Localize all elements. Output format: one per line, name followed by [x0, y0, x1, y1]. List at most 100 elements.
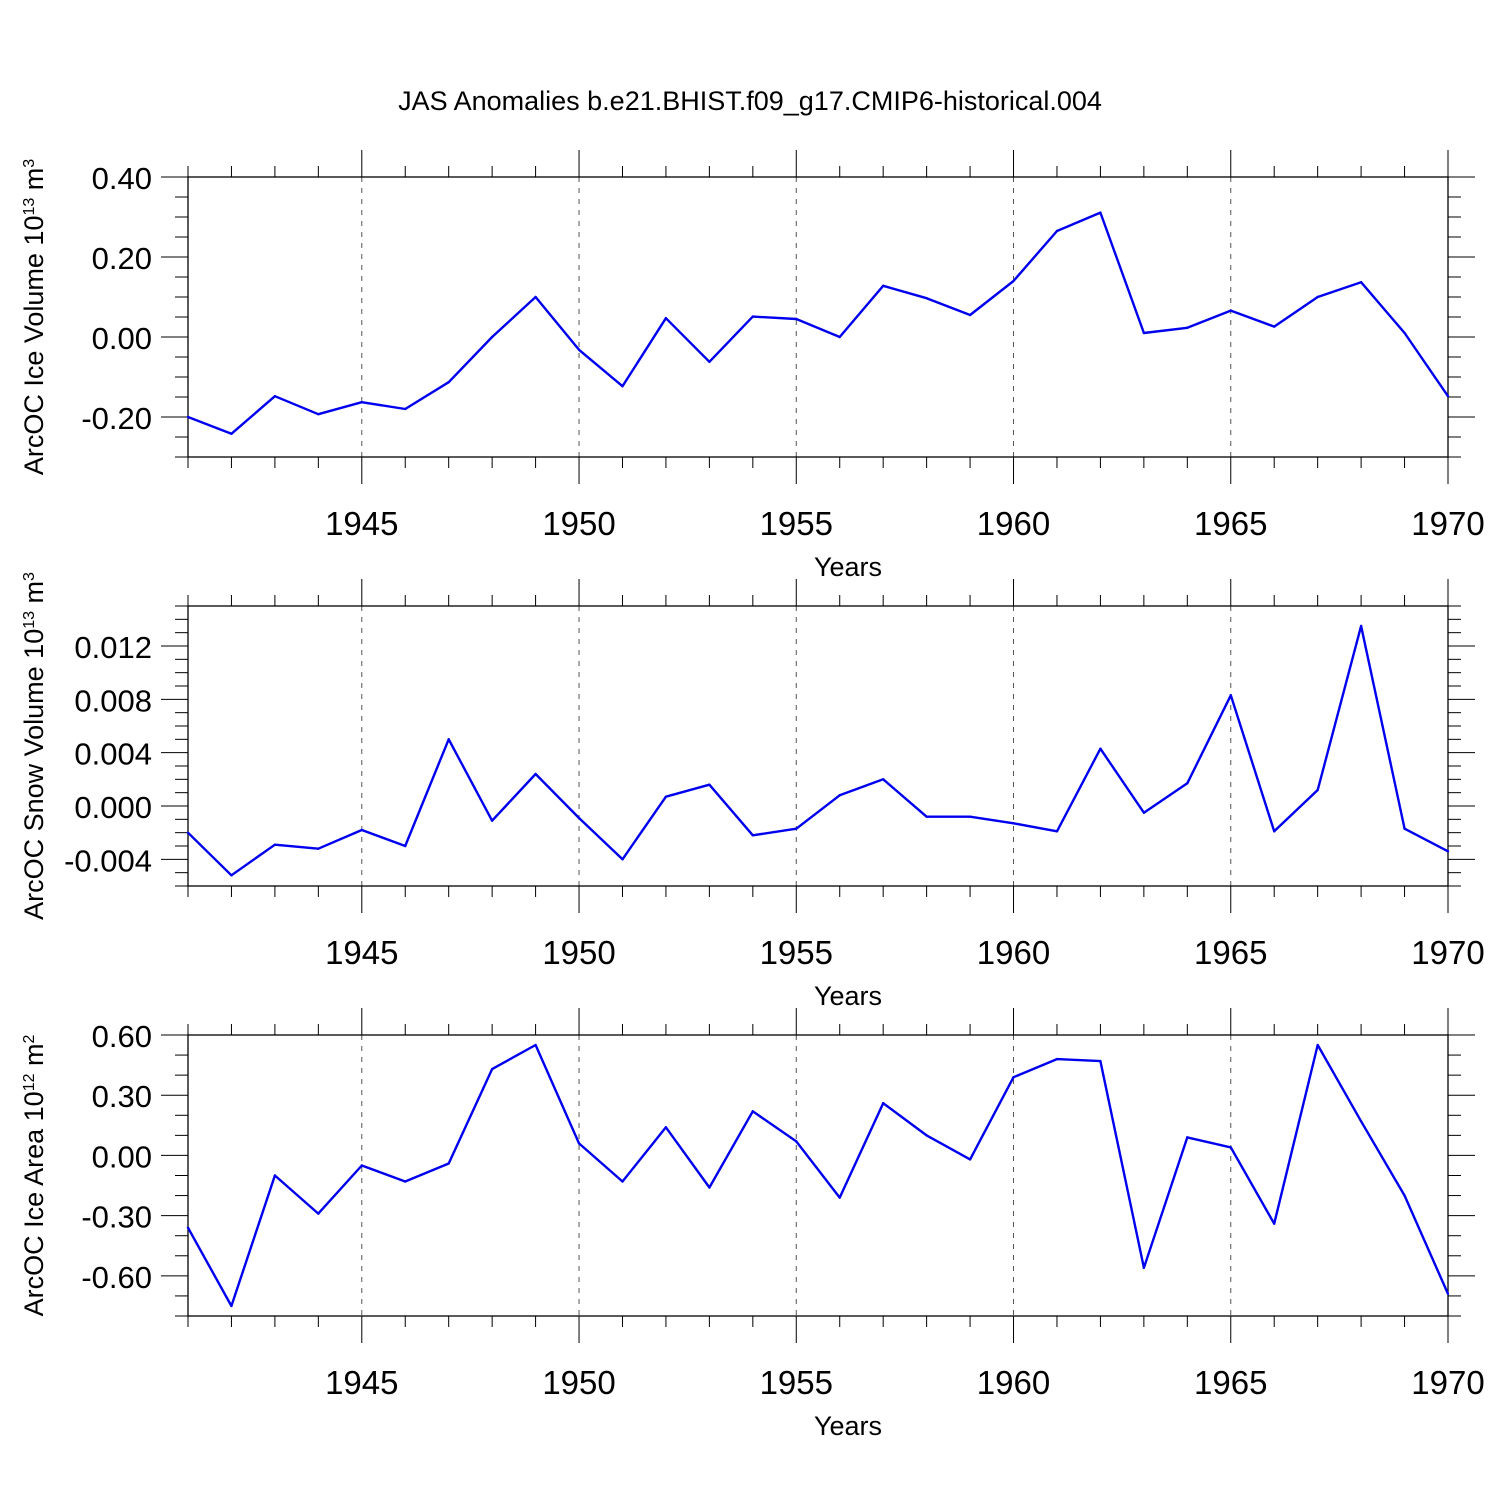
data-point — [621, 385, 624, 388]
data-point — [621, 858, 624, 861]
data-point — [838, 794, 841, 797]
x-tick-label: 1970 — [1411, 505, 1484, 542]
data-point — [968, 815, 972, 818]
x-tick-label: 1945 — [325, 1364, 398, 1401]
y-axis-label: ArcOC Ice Volume 1013 m3 — [19, 159, 49, 475]
data-point — [708, 783, 711, 786]
data-point — [925, 1134, 928, 1137]
data-point — [447, 738, 450, 741]
series-line — [187, 624, 1449, 877]
data-point — [925, 815, 928, 818]
data-point — [1186, 782, 1189, 785]
data-point — [1273, 1222, 1276, 1225]
data-point — [317, 1212, 320, 1215]
data-point — [230, 432, 233, 435]
data-point — [1403, 1194, 1406, 1197]
y-axis-label-exponent: 3 — [21, 159, 38, 168]
chart-panel-3: 1945 1950 1955 1960 1965 1970 -0.60 -0.30 0.00 0.… — [19, 1008, 1485, 1441]
y-tick-label: 0.008 — [74, 683, 152, 718]
x-tick-label: 1960 — [977, 1364, 1050, 1401]
data-point — [968, 313, 972, 317]
data-point — [1055, 1057, 1059, 1061]
data-point — [708, 1186, 711, 1189]
y-axis-label-text: ArcOC Ice Volume 10 — [19, 216, 49, 476]
plot-frame — [187, 176, 1449, 458]
x-tick-label: 1970 — [1411, 934, 1484, 971]
data-point — [490, 335, 494, 339]
data-point — [490, 819, 494, 822]
x-tick-label: 1965 — [1194, 1364, 1267, 1401]
x-tick-label: 1950 — [542, 934, 615, 971]
y-axis-label-text: m — [19, 581, 49, 611]
data-point — [490, 1067, 494, 1071]
data-point — [1359, 281, 1363, 284]
data-point — [1012, 279, 1015, 283]
data-point — [1229, 1146, 1232, 1149]
data-point — [751, 315, 755, 318]
data-point — [447, 381, 450, 384]
data-point — [968, 1158, 972, 1161]
plot-frame — [187, 605, 1449, 887]
figure-title: JAS Anomalies b.e21.BHIST.f09_g17.CMIP6-… — [398, 86, 1102, 116]
data-point — [273, 395, 277, 398]
data-point — [1359, 624, 1363, 628]
y-axis-label-exponent: 13 — [21, 198, 38, 216]
data-point — [1316, 788, 1319, 792]
y-axis-label-text: m — [19, 168, 49, 198]
data-point — [317, 847, 320, 850]
data-point — [447, 1162, 450, 1165]
data-point — [534, 772, 537, 776]
y-axis-label: ArcOC Ice Area 1012 m2 — [19, 1035, 49, 1317]
y-axis-label-text: m — [19, 1044, 49, 1074]
data-point — [1403, 827, 1406, 830]
y-tick-label: 0.30 — [92, 1079, 152, 1114]
chart-panel-2: 1945 1950 1955 1960 1965 1970 -0.004 0.000 0.004… — [19, 572, 1485, 1011]
y-tick-label: -0.60 — [81, 1260, 152, 1295]
data-point — [1142, 811, 1146, 814]
data-point — [621, 1180, 624, 1183]
data-point — [881, 778, 885, 781]
y-tick-label: -0.004 — [64, 843, 152, 878]
x-axis-label: Years — [814, 1411, 882, 1441]
y-tick-label: 0.012 — [74, 630, 152, 665]
data-point — [1229, 309, 1232, 312]
data-point — [1316, 295, 1319, 299]
y-tick-label: 0.004 — [74, 737, 152, 772]
x-tick-label: 1960 — [977, 505, 1050, 542]
data-point — [1186, 1136, 1189, 1139]
data-point — [317, 413, 320, 416]
y-tick-label: 0.00 — [92, 321, 152, 356]
data-point — [577, 1142, 581, 1145]
x-tick-label: 1950 — [542, 505, 615, 542]
x-tick-label: 1965 — [1194, 505, 1267, 542]
chart-panel-1: 1945 1950 1955 1960 1965 1970 -0.20 0.00 0.20 0.4… — [19, 150, 1485, 582]
x-tick-label: 1950 — [542, 1364, 615, 1401]
data-point — [577, 348, 581, 351]
y-axis-label-text: ArcOC Ice Area 10 — [19, 1091, 49, 1316]
data-point — [795, 827, 798, 830]
data-point — [1229, 694, 1232, 697]
y-tick-label: 0.40 — [92, 161, 152, 196]
data-point — [795, 317, 798, 321]
panels: 1945 1950 1955 1960 1965 1970 -0.20 0.00 0.20 0.4… — [19, 150, 1485, 1441]
data-point — [230, 874, 233, 877]
data-point — [664, 795, 668, 798]
y-axis-label-exponent: 13 — [21, 611, 38, 629]
data-point — [1273, 830, 1276, 833]
x-axis-label: Years — [814, 552, 882, 582]
y-tick-label: -0.30 — [81, 1200, 152, 1235]
data-point — [273, 843, 277, 846]
y-axis-label-exponent: 3 — [21, 572, 38, 581]
y-tick-label: 0.20 — [92, 241, 152, 276]
data-point — [1446, 850, 1450, 853]
data-point — [795, 1140, 798, 1143]
data-point — [881, 284, 885, 287]
data-point — [1142, 1266, 1146, 1270]
plot-frame — [187, 1034, 1449, 1317]
data-point — [230, 1304, 233, 1308]
x-tick-label: 1970 — [1411, 1364, 1484, 1401]
y-tick-label: 0.60 — [92, 1019, 152, 1054]
data-point — [1446, 1292, 1450, 1296]
data-point — [1142, 331, 1146, 335]
